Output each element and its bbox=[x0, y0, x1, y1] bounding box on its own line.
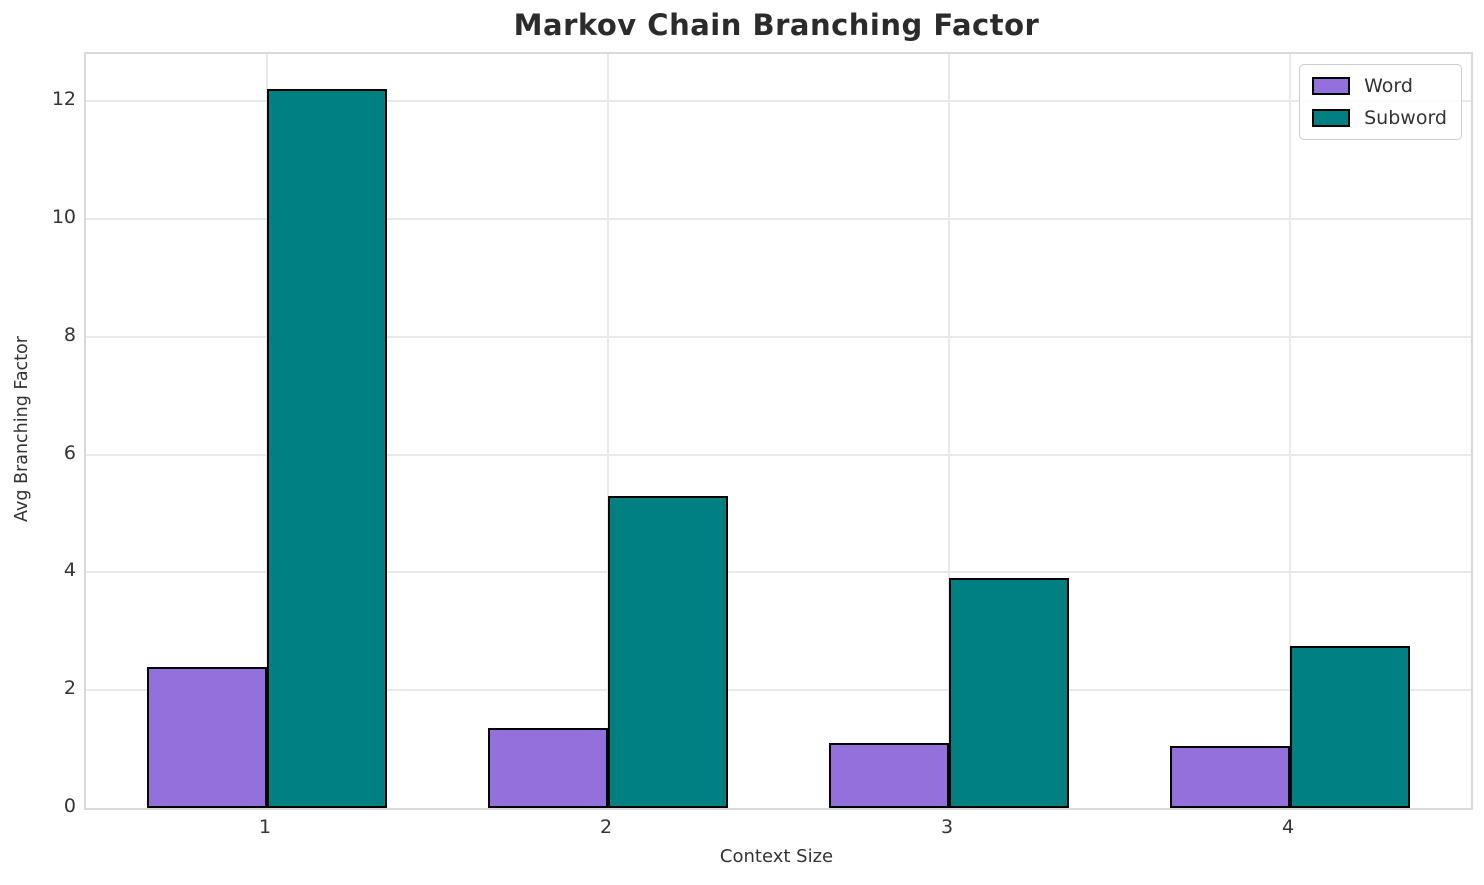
bar-word-x3 bbox=[829, 743, 949, 808]
x-tick-1: 1 bbox=[258, 816, 272, 838]
y-tick-8: 8 bbox=[63, 323, 76, 346]
legend-label-subword: Subword bbox=[1364, 107, 1447, 129]
x-axis-label: Context Size bbox=[719, 846, 834, 867]
h-gridline-10 bbox=[86, 217, 1471, 220]
y-tick-6: 6 bbox=[63, 441, 76, 464]
bar-word-x2 bbox=[488, 728, 608, 808]
v-gridline-2 bbox=[607, 54, 609, 808]
x-tick-4: 4 bbox=[1281, 816, 1295, 838]
legend-label-word: Word bbox=[1364, 75, 1413, 97]
v-gridline-4 bbox=[1289, 54, 1291, 808]
y-tick-2: 2 bbox=[63, 677, 76, 700]
bar-subword-x2 bbox=[608, 496, 728, 808]
h-gridline-12 bbox=[86, 100, 1471, 103]
legend-item-subword: Subword bbox=[1312, 107, 1447, 129]
chart-title: Markov Chain Branching Factor bbox=[513, 8, 1040, 42]
y-axis-label: Avg Branching Factor bbox=[12, 336, 32, 522]
y-tick-4: 4 bbox=[63, 559, 76, 582]
bar-word-x4 bbox=[1170, 746, 1290, 808]
x-tick-2: 2 bbox=[599, 816, 613, 838]
legend-item-word: Word bbox=[1312, 75, 1447, 97]
bar-word-x1 bbox=[147, 667, 267, 808]
bar-subword-x4 bbox=[1290, 646, 1410, 808]
h-gridline-8 bbox=[86, 335, 1471, 338]
legend-swatch-subword bbox=[1312, 109, 1351, 127]
h-gridline-6 bbox=[86, 453, 1471, 456]
y-tick-10: 10 bbox=[51, 205, 76, 228]
y-tick-12: 12 bbox=[51, 88, 76, 111]
x-tick-3: 3 bbox=[940, 816, 954, 838]
legend-swatch-word bbox=[1312, 77, 1351, 95]
plot-area: Word Subword bbox=[84, 52, 1473, 810]
y-tick-0: 0 bbox=[63, 795, 76, 817]
bar-subword-x1 bbox=[267, 89, 387, 808]
v-gridline-3 bbox=[948, 54, 950, 808]
h-gridline-4 bbox=[86, 571, 1471, 574]
bar-subword-x3 bbox=[949, 578, 1069, 808]
h-gridline-2 bbox=[86, 689, 1471, 692]
legend: Word Subword bbox=[1299, 64, 1462, 140]
